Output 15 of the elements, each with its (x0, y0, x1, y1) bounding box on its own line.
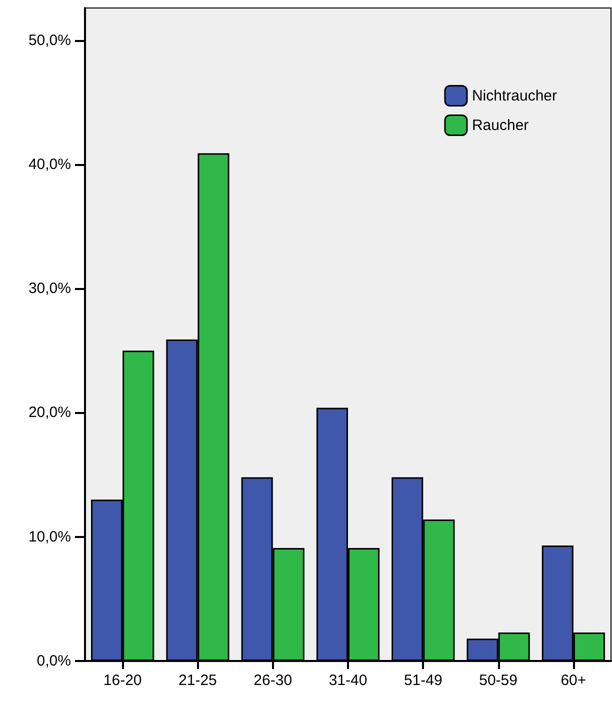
y-tick-label: 30,0% (28, 280, 71, 298)
legend-label: Raucher (472, 116, 529, 134)
x-tick-label: 31-40 (328, 672, 368, 689)
x-tick-label: 26-30 (254, 672, 292, 689)
y-tick-label: 10,0% (28, 528, 71, 546)
x-tick-label: 60+ (560, 672, 586, 689)
legend-label: Nichtraucher (472, 87, 558, 104)
y-tick-label: 20,0% (28, 404, 71, 422)
x-tick-label: 50-59 (479, 672, 518, 689)
x-tick-label: 21-25 (178, 672, 217, 689)
x-tick-label: 51-49 (404, 672, 442, 689)
x-tick-label: 16-20 (103, 672, 142, 689)
y-tick-label: 0,0% (36, 652, 71, 670)
y-tick-label: 40,0% (28, 156, 71, 173)
y-tick-label: 50,0% (28, 32, 71, 49)
